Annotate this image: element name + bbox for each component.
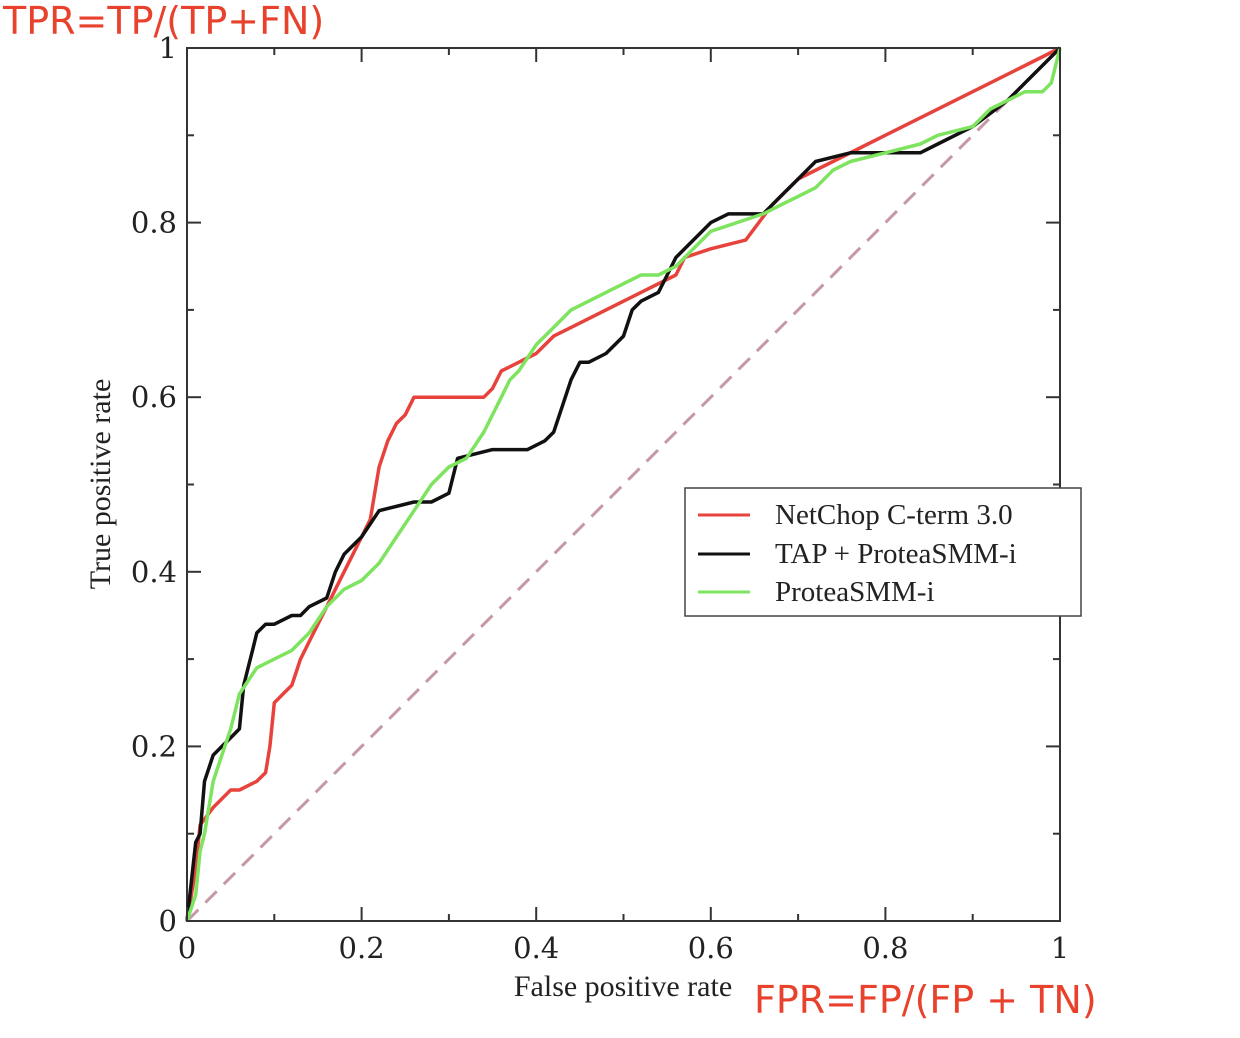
legend-label-proteasmm: ProteaSMM-i	[775, 576, 935, 608]
y-formula-annotation: TPR=TP/(TP+FN)	[2, 0, 324, 43]
x-tick-label: 0	[178, 931, 196, 965]
x-tick-label: 0.2	[339, 931, 385, 965]
reference-diagonal-layer	[185, 46, 1062, 923]
series-layer	[185, 46, 1062, 922]
legend-label-tap-proteasmm: TAP + ProteaSMM-i	[775, 538, 1017, 570]
x-tick-label: 1	[1051, 931, 1069, 965]
axis-ticks: 0 0.2 0.4 0.6 0.8 1 0 0.2 0.4 0.6 0.8 1	[131, 31, 1069, 965]
legend-label-netchop: NetChop C-term 3.0	[775, 499, 1013, 531]
x-tick-label: 0.6	[688, 931, 734, 965]
y-tick-label: 0	[159, 904, 177, 938]
y-tick-label: 0.8	[131, 206, 177, 240]
series-line-netchop-c-term-3-0	[185, 46, 1061, 922]
y-tick-label: 0.6	[131, 380, 177, 414]
x-formula-annotation: FPR=FP/(FP + TN)	[754, 978, 1097, 1022]
y-tick-label: 1	[159, 31, 177, 65]
legend-box	[684, 487, 1082, 617]
y-tick-label: 0.2	[131, 729, 177, 763]
y-tick-label: 0.4	[131, 555, 177, 589]
y-axis-title: True positive rate	[84, 379, 117, 590]
x-tick-label: 0.4	[513, 931, 559, 965]
x-tick-label: 0.8	[862, 931, 908, 965]
random-classifier-diagonal	[185, 46, 1062, 923]
series-line-proteasmm-i	[185, 47, 1062, 922]
x-axis-title: False positive rate	[514, 970, 732, 1003]
legend: NetChop C-term 3.0 TAP + ProteaSMM-i Pro…	[684, 487, 1082, 617]
series-line-tap-proteasmm-i	[185, 46, 1062, 922]
